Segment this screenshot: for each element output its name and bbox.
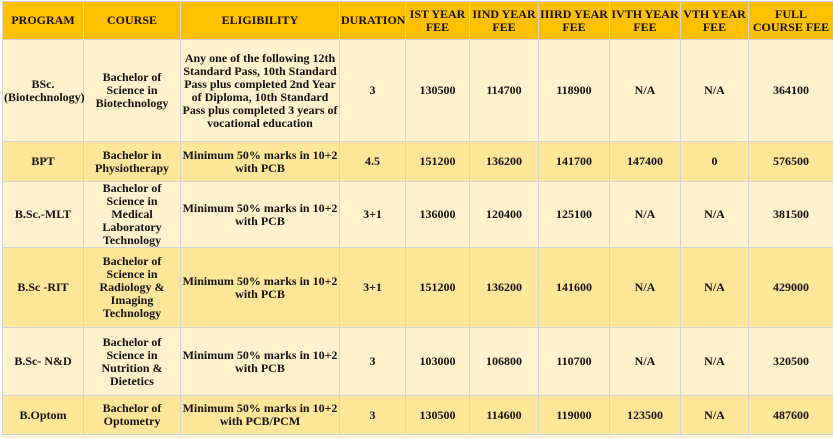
column-header: VTH YEAR FEE (680, 1, 749, 40)
table-row: BSc. (Biotechnology) Bachelor of Science … (2, 39, 833, 142)
table-cell: Any one of the following 12th Standard P… (180, 39, 340, 142)
table-cell: Minimum 50% marks in 10+2 with PCB (180, 327, 340, 396)
table-cell: N/A (680, 395, 749, 435)
table-cell: 136200 (469, 247, 539, 328)
table-cell: Bachelor of Science in Biotechnology (83, 39, 181, 142)
table-cell: 141600 (538, 247, 610, 328)
table-cell: 3 (339, 327, 406, 396)
table-cell: B.Sc -RIT (2, 247, 84, 328)
column-header: FULL COURSE FEE (748, 1, 833, 40)
table-cell: 0 (680, 141, 749, 182)
table-cell: N/A (680, 181, 749, 248)
table-cell: 130500 (405, 395, 470, 435)
table-cell: Minimum 50% marks in 10+2 with PCB/PCM (180, 395, 340, 435)
table-cell: 364100 (748, 39, 833, 142)
table-cell: 136000 (405, 181, 470, 248)
table-cell: BPT (2, 141, 84, 182)
table-cell: 119000 (538, 395, 610, 435)
column-header: IST YEAR FEE (405, 1, 470, 40)
table-cell: 106800 (469, 327, 539, 396)
table-cell: 114600 (469, 395, 539, 435)
table-cell: 125100 (538, 181, 610, 248)
table-cell: Minimum 50% marks in 10+2 with PCB (180, 247, 340, 328)
table-cell: Bachelor of Science in Radiology & Imagi… (83, 247, 181, 328)
table-cell: N/A (609, 327, 681, 396)
table-cell: B.Sc- N&D (2, 327, 84, 396)
column-header: PROGRAM (2, 1, 84, 40)
table-cell: 147400 (609, 141, 681, 182)
table-cell: 151200 (405, 141, 470, 182)
table-cell: B.Sc.-MLT (2, 181, 84, 248)
table-cell: Bachelor of Science in Nutrition & Diete… (83, 327, 181, 396)
column-header: IIND YEAR FEE (469, 1, 539, 40)
table-cell: Bachelor of Science in Medical Laborator… (83, 181, 181, 248)
table-cell: 3+1 (339, 247, 406, 328)
table-row: BPT Bachelor in Physiotherapy Minimum 50% … (2, 141, 833, 182)
table-row: B.Optom Bachelor of Optometry Minimum 50% … (2, 395, 833, 435)
table-row: B.Sc -RIT Bachelor of Science in Radiolog… (2, 247, 833, 328)
column-header: ELIGIBILITY (180, 1, 340, 40)
table-cell: N/A (680, 247, 749, 328)
table-cell: B.Optom (2, 395, 84, 435)
table-cell: 487600 (748, 395, 833, 435)
column-header: IVTH YEAR FEE (609, 1, 681, 40)
table-cell: N/A (609, 181, 681, 248)
column-header: IIIRD YEAR FEE (538, 1, 610, 40)
table-cell: N/A (680, 327, 749, 396)
table-cell: 3+1 (339, 181, 406, 248)
table-cell: 3 (339, 395, 406, 435)
column-header: DURATION (339, 1, 406, 40)
table-cell: 3 (339, 39, 406, 142)
table-cell: 114700 (469, 39, 539, 142)
table-cell: N/A (609, 247, 681, 328)
table-cell: 429000 (748, 247, 833, 328)
table-row: B.Sc- N&D Bachelor of Science in Nutritio… (2, 327, 833, 396)
column-header: COURSE (83, 1, 181, 40)
table-cell: 4.5 (339, 141, 406, 182)
table-cell: Minimum 50% marks in 10+2 with PCB (180, 181, 340, 248)
table-cell: 136200 (469, 141, 539, 182)
table-cell: 103000 (405, 327, 470, 396)
table-cell: 130500 (405, 39, 470, 142)
table-cell: Bachelor in Physiotherapy (83, 141, 181, 182)
header-row: PROGRAM COURSE ELIGIBILITY DURATION IST YEAR… (2, 1, 833, 40)
table-cell: 576500 (748, 141, 833, 182)
table-cell: 118900 (538, 39, 610, 142)
table-cell: 151200 (405, 247, 470, 328)
table-cell: N/A (609, 39, 681, 142)
table-cell: 381500 (748, 181, 833, 248)
table-row: B.Sc.-MLT Bachelor of Science in Medical … (2, 181, 833, 248)
table-cell: 320500 (748, 327, 833, 396)
table-cell: 141700 (538, 141, 610, 182)
extra-row-strip (2, 436, 833, 438)
table-cell: N/A (680, 39, 749, 142)
table-cell: 120400 (469, 181, 539, 248)
table-cell: Bachelor of Optometry (83, 395, 181, 435)
table-cell: Minimum 50% marks in 10+2 with PCB (180, 141, 340, 182)
table-cell: 123500 (609, 395, 681, 435)
table-cell: 110700 (538, 327, 610, 396)
table-cell: BSc. (Biotechnology) (2, 39, 85, 142)
